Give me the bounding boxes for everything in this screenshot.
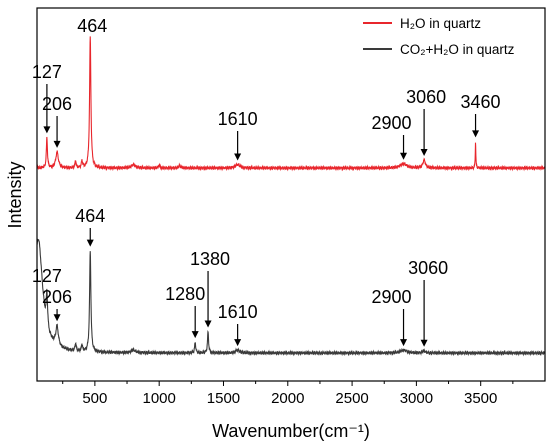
peak-label-0-3060: 3060	[406, 87, 446, 107]
peak-label-1-1280: 1280	[165, 284, 205, 304]
peak-label-1-3060: 3060	[408, 258, 448, 278]
peak-arrow-head-0-206	[53, 140, 61, 148]
legend: H₂O in quartz CO₂+H₂O in quartz	[363, 16, 515, 57]
peak-arrow-head-1-1380	[204, 320, 212, 328]
x-tick-label-2000: 2000	[271, 390, 304, 407]
peak-label-0-206: 206	[42, 94, 72, 114]
x-tick-label-1000: 1000	[142, 390, 175, 407]
peak-arrow-head-0-2900	[400, 152, 408, 160]
peak-label-1-206: 206	[42, 287, 72, 307]
x-tick-label-2500: 2500	[335, 390, 368, 407]
x-axis-title: Wavenumber(cm⁻¹)	[212, 421, 370, 441]
x-axis-ticks: 500 1000 1500 2000 2500 3000 3500	[62, 381, 514, 407]
peak-arrow-head-1-1280	[191, 331, 199, 339]
x-tick-label-3000: 3000	[400, 390, 433, 407]
peak-label-1-1610: 1610	[218, 302, 258, 322]
peak-label-1-127: 127	[32, 266, 62, 286]
legend-label-0: H₂O in quartz	[400, 16, 481, 31]
peak-arrow-head-1-206	[53, 314, 61, 322]
peak-label-0-3460: 3460	[461, 92, 501, 112]
peak-label-0-464: 464	[77, 16, 107, 36]
peak-arrow-head-1-1610	[234, 339, 242, 347]
peak-arrow-head-0-127	[43, 126, 51, 134]
peak-label-0-2900: 2900	[372, 113, 412, 133]
series-line-1	[36, 237, 546, 357]
legend-label-1: CO₂+H₂O in quartz	[400, 42, 515, 57]
peak-arrow-head-0-1610	[234, 153, 242, 161]
x-tick-label-500: 500	[82, 390, 107, 407]
y-axis-title: Intensity	[5, 161, 25, 228]
series-layer	[36, 36, 546, 357]
peak-label-1-464: 464	[75, 206, 105, 226]
peak-arrow-head-0-3060	[420, 149, 428, 157]
peak-label-1-2900: 2900	[372, 287, 412, 307]
peak-arrow-head-0-3460	[472, 130, 480, 138]
peak-arrow-head-1-2900	[400, 339, 408, 347]
peak-label-0-1610: 1610	[218, 109, 258, 129]
peak-arrow-head-1-464	[86, 239, 94, 247]
peak-arrow-head-1-3060	[420, 339, 428, 347]
peak-label-0-127: 127	[32, 62, 62, 82]
series-line-0	[36, 36, 546, 172]
plot-frame	[36, 7, 546, 382]
x-tick-label-1500: 1500	[207, 390, 240, 407]
peak-label-1-1380: 1380	[190, 249, 230, 269]
x-tick-label-3500: 3500	[464, 390, 497, 407]
